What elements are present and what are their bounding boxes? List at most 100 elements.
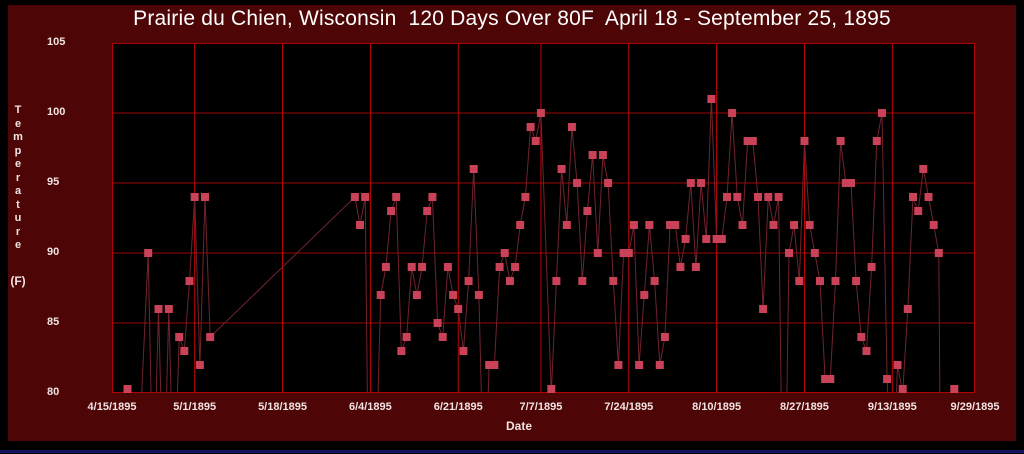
data-point-marker: [903, 305, 912, 313]
y-tick-label: 95: [47, 176, 60, 188]
data-point-marker: [376, 291, 385, 299]
data-point-marker: [774, 193, 783, 201]
data-point-marker: [821, 375, 830, 383]
data-point-marker: [598, 151, 607, 159]
data-point-marker: [201, 193, 209, 201]
data-point-marker: [381, 263, 390, 271]
y-axis-unit: (F): [10, 274, 26, 288]
data-point-marker: [810, 249, 819, 257]
data-point-marker: [619, 249, 628, 257]
data-point-marker: [190, 193, 199, 201]
data-point-marker: [650, 277, 659, 285]
x-tick-label: 6/4/1895: [348, 401, 392, 413]
data-point-marker: [867, 263, 876, 271]
data-point-marker: [449, 291, 458, 299]
data-point-marker: [454, 305, 463, 313]
data-point-marker: [604, 179, 613, 187]
data-point-marker: [924, 193, 933, 201]
data-point-marker: [666, 221, 675, 229]
data-point-marker: [655, 361, 664, 369]
data-point-marker: [681, 235, 690, 243]
data-point-marker: [728, 109, 737, 117]
data-point-marker: [883, 375, 892, 383]
data-point-marker: [676, 263, 685, 271]
data-point-marker: [800, 137, 809, 145]
data-point-marker: [826, 375, 835, 383]
y-tick-label: 85: [47, 316, 60, 328]
data-point-marker: [164, 305, 173, 313]
data-point-marker: [898, 385, 907, 393]
data-point-marker: [573, 179, 582, 187]
data-point-marker: [754, 193, 762, 201]
data-point-marker: [459, 347, 468, 355]
data-point-marker: [914, 207, 923, 215]
data-point-marker: [686, 179, 695, 187]
data-point-marker: [748, 137, 757, 145]
data-point-marker: [350, 193, 359, 201]
y-axis-label: T e m p e r a t u r e: [13, 104, 23, 251]
data-point-marker: [614, 361, 623, 369]
x-tick-label: 9/13/1895: [867, 401, 917, 413]
data-point-marker: [852, 277, 861, 285]
x-tick-label: 7/7/1895: [519, 401, 563, 413]
data-point-marker: [857, 333, 866, 341]
data-point-marker: [723, 193, 731, 201]
data-point-marker: [185, 277, 194, 285]
y-tick-label: 105: [47, 36, 66, 48]
data-point-marker: [934, 249, 943, 257]
data-point-marker: [516, 221, 525, 229]
data-point-marker: [671, 221, 680, 229]
data-point-marker: [609, 277, 618, 285]
data-point-marker: [474, 291, 483, 299]
data-point-marker: [356, 221, 364, 229]
data-point-marker: [841, 179, 850, 187]
data-point-marker: [562, 221, 571, 229]
x-tick-label: 4/15/1895: [87, 401, 137, 413]
data-point-marker: [531, 137, 540, 145]
data-point-marker: [691, 263, 700, 271]
window-bottom-edge: [0, 450, 1024, 453]
data-point-marker: [593, 249, 602, 257]
data-point-marker: [407, 263, 416, 271]
data-point-marker: [790, 221, 799, 229]
data-point-marker: [702, 235, 711, 243]
data-point-marker: [206, 333, 215, 341]
data-point-marker: [872, 137, 881, 145]
plot-border: [112, 43, 975, 393]
x-tick-label: 9/29/1895: [950, 401, 1000, 413]
data-point-marker: [511, 263, 520, 271]
data-point-marker: [919, 165, 928, 173]
data-point-marker: [697, 179, 706, 187]
data-point-marker: [629, 221, 638, 229]
x-tick-label: 7/24/1895: [604, 401, 654, 413]
temperature-line-chart: [112, 43, 975, 393]
data-point-marker: [893, 361, 902, 369]
data-point-marker: [387, 207, 396, 215]
data-point-marker: [583, 207, 592, 215]
x-tick-label: 5/18/1895: [258, 401, 307, 413]
data-point-marker: [433, 319, 442, 327]
data-point-marker: [950, 385, 959, 393]
data-point-marker: [392, 193, 401, 201]
y-tick-label: 90: [47, 246, 60, 258]
data-point-marker: [361, 193, 370, 201]
data-point-marker: [847, 179, 855, 187]
data-point-marker: [785, 249, 793, 257]
data-point-marker: [495, 263, 504, 271]
data-point-marker: [878, 109, 886, 117]
data-point-marker: [443, 263, 452, 271]
x-tick-label: 8/10/1895: [692, 401, 742, 413]
data-point-marker: [180, 347, 189, 355]
plot-area: [112, 43, 975, 393]
data-point-marker: [144, 249, 153, 257]
data-point-marker: [490, 361, 499, 369]
data-point-marker: [795, 277, 804, 285]
data-point-marker: [764, 193, 773, 201]
data-point-marker: [805, 221, 814, 229]
data-point-marker: [423, 207, 432, 215]
x-tick-label: 6/21/1895: [433, 401, 483, 413]
data-point-marker: [660, 333, 669, 341]
data-point-marker: [712, 235, 721, 243]
data-point-marker: [624, 249, 633, 257]
